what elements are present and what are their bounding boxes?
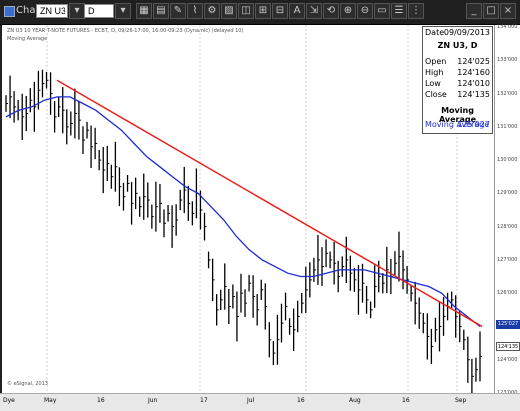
low-value: 124'010 — [457, 79, 490, 88]
time-axis-tick: 16 — [297, 397, 305, 404]
interval-input[interactable] — [84, 4, 114, 18]
data-window: Date 09/09/2013 ZN U3, D Open 124'025 High… — [422, 26, 493, 134]
chart-toolbar-btn-1[interactable]: ▦ — [136, 3, 152, 19]
study-title: Moving Average — [438, 106, 477, 124]
chart-toolbar-btn-17[interactable]: ⋮ — [408, 3, 424, 19]
moving-average-price-tag: 125'027 — [496, 319, 520, 329]
maximize-button[interactable]: □ — [483, 3, 499, 19]
window-title: Chart — [16, 5, 44, 16]
date-label: Date — [425, 28, 445, 37]
chart-toolbar-btn-2[interactable]: ▤ — [153, 3, 169, 19]
open-label: Open — [425, 57, 447, 66]
price-axis-tick: 134'000 — [497, 24, 518, 30]
chart-toolbar-btn-5[interactable]: ⚙ — [204, 3, 220, 19]
time-axis-tick: Jul — [247, 397, 255, 404]
price-axis-tick: 133'000 — [497, 57, 518, 64]
trendline[interactable] — [56, 79, 483, 328]
price-axis-tick: 128'000 — [497, 223, 518, 230]
study-label: Moving Average — [425, 120, 490, 129]
date-value: 09/09/2013 — [443, 28, 490, 37]
price-axis-tick: 131'000 — [497, 123, 518, 130]
chart-toolbar-btn-16[interactable]: ☰ — [391, 3, 407, 19]
close-value: 124'135 — [457, 90, 490, 99]
price-plot[interactable] — [2, 25, 494, 393]
symbol-line: ZN U3, D — [437, 41, 478, 50]
price-axis-tick: 127'000 — [497, 256, 518, 263]
price-axis-tick: 132'000 — [497, 90, 518, 97]
chart-toolbar-btn-3[interactable]: ✎ — [170, 3, 186, 19]
time-axis-tick: 17 — [200, 397, 208, 404]
chart-toolbar-btn-8[interactable]: ⊞ — [255, 3, 271, 19]
chart-toolbar-btn-13[interactable]: ⊕ — [340, 3, 356, 19]
chart-toolbar-btn-6[interactable]: ▨ — [221, 3, 237, 19]
time-axis[interactable]: Dye May 16 Jun 17 Jul 16 Aug 16 Sep — [0, 393, 520, 411]
price-axis-tick: 130'000 — [497, 157, 518, 164]
price-chart[interactable]: ZN U3 10 YEAR T-NOTE FUTURES - ECBT, D, … — [2, 25, 494, 393]
low-label: Low — [425, 79, 441, 88]
high-label: High — [425, 68, 444, 77]
interval-dropdown-button[interactable]: ▾ — [115, 3, 131, 19]
close-label: Close — [425, 90, 447, 99]
chart-toolbar-btn-9[interactable]: ⊟ — [272, 3, 288, 19]
chart-window-icon — [4, 6, 15, 17]
close-price-tag: 124'135 — [496, 341, 520, 351]
chart-toolbar: Chart ▾ ▾ ▦ ▤ ✎ ⌇ ⚙ ▨ ◫ ⊞ ⊟ A ⇲ ⟲ ⊕ ⊖ ▭ … — [0, 0, 520, 25]
time-axis-tick: 16 — [402, 397, 410, 404]
copyright-label: © eSignal, 2013 — [7, 381, 48, 387]
time-axis-tick: Aug — [349, 397, 361, 404]
chart-toolbar-btn-15[interactable]: ▭ — [374, 3, 390, 19]
chart-toolbar-btn-11[interactable]: ⇲ — [306, 3, 322, 19]
chart-header-symbol: ZN U3 10 YEAR T-NOTE FUTURES - ECBT, D, … — [7, 28, 244, 34]
chart-toolbar-btn-7[interactable]: ◫ — [238, 3, 254, 19]
moving-average-line[interactable] — [5, 96, 481, 328]
symbol-dropdown-button[interactable]: ▾ — [69, 3, 85, 19]
time-axis-tick: 16 — [97, 397, 105, 404]
minimize-button[interactable]: _ — [466, 3, 482, 19]
chart-header-study: Moving Average — [7, 36, 48, 42]
price-axis-tick: 124'000 — [497, 356, 518, 363]
price-axis[interactable]: 134'000 133'000 132'000 131'000 130'000 129'0… — [494, 24, 520, 396]
time-axis-corner-label: Dye — [3, 397, 15, 404]
high-value: 124'160 — [457, 68, 490, 77]
symbol-input[interactable] — [36, 4, 68, 18]
time-axis-tick: Jun — [148, 397, 158, 404]
price-axis-tick: 126'000 — [497, 290, 518, 297]
chart-toolbar-btn-12[interactable]: ⟲ — [323, 3, 339, 19]
study-value: 125'027 — [457, 120, 490, 129]
price-axis-tick: 129'000 — [497, 190, 518, 197]
close-button[interactable]: × — [500, 3, 516, 19]
chart-toolbar-btn-14[interactable]: ⊖ — [357, 3, 373, 19]
open-value: 124'025 — [457, 57, 490, 66]
chart-toolbar-btn-4[interactable]: ⌇ — [187, 3, 203, 19]
time-axis-tick: Sep — [455, 397, 467, 404]
chart-toolbar-btn-10[interactable]: A — [289, 3, 305, 19]
time-axis-tick: May — [44, 397, 57, 404]
